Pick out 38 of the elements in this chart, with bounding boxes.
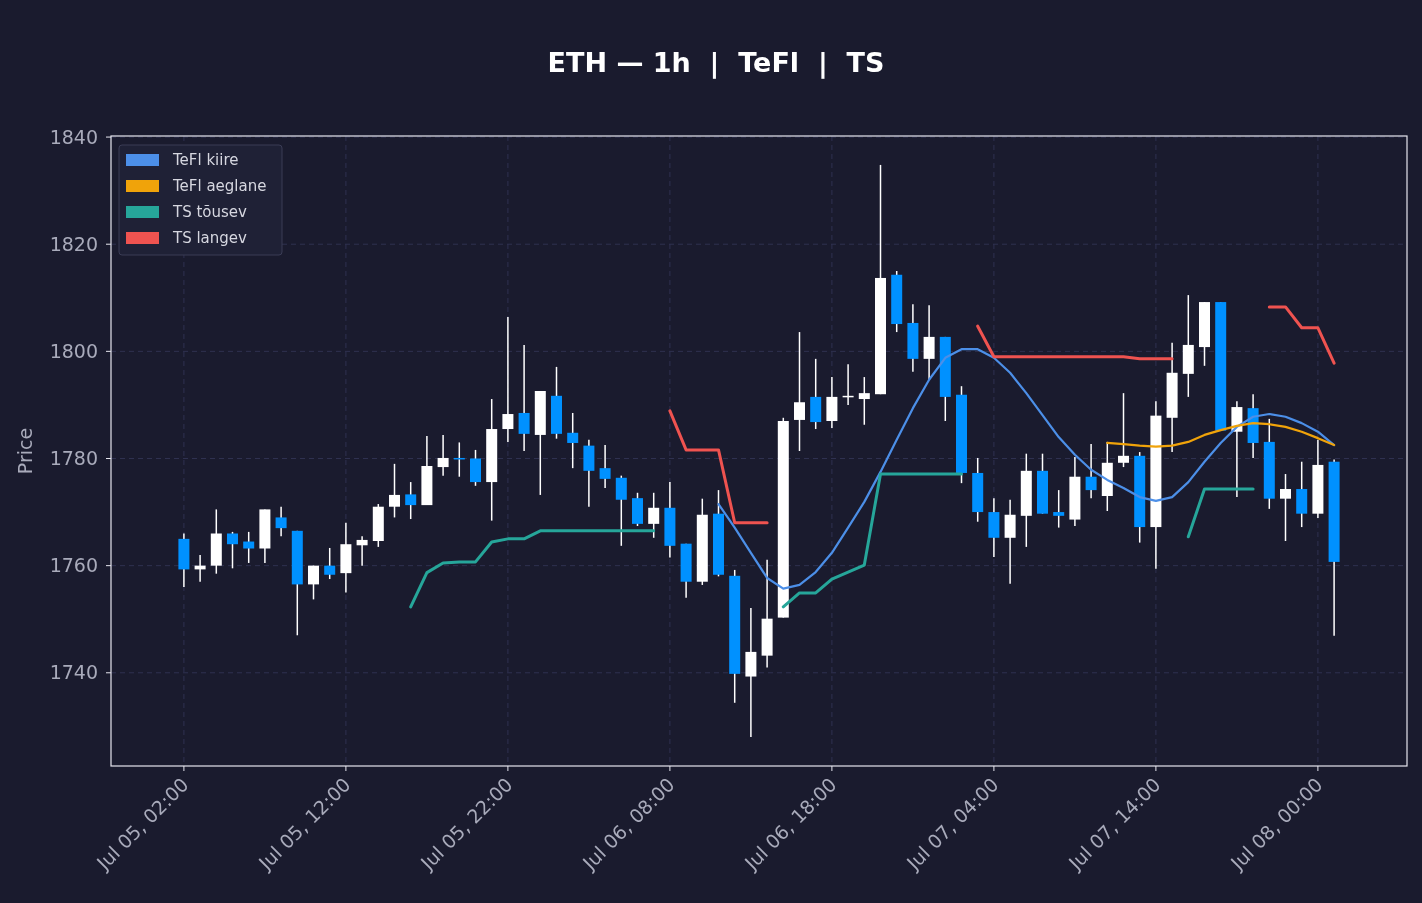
candlestick: [502, 316, 514, 443]
chart-title: ETH — 1h | TeFl | TS: [547, 47, 885, 79]
candlestick: [243, 531, 255, 564]
candlestick: [567, 412, 579, 469]
candlestick: [1280, 473, 1291, 542]
candlestick: [794, 331, 805, 452]
candlestick: [1085, 443, 1097, 499]
candlestick: [356, 535, 368, 567]
legend-label: TS tõusev: [172, 203, 248, 222]
candlestick: [437, 434, 449, 477]
candlestick: [405, 481, 417, 520]
candlestick: [227, 531, 238, 570]
y-tick-label: 1820: [49, 232, 98, 255]
candlestick: [648, 492, 660, 539]
y-tick-label: 1760: [49, 554, 98, 577]
candlestick: [470, 449, 481, 487]
candlestick: [615, 474, 627, 547]
y-tick-label: 1800: [49, 340, 98, 363]
candlestick: [275, 505, 287, 537]
legend-label: TeFl aeglane: [172, 177, 267, 196]
candlestick: [599, 444, 611, 489]
legend-label: TS langev: [172, 229, 248, 248]
y-tick-label: 1740: [49, 661, 98, 684]
candlestick: [1004, 499, 1016, 585]
candlestick: [518, 344, 530, 452]
line-series: [1106, 422, 1336, 448]
y-axis-title: Price: [14, 427, 36, 475]
candlestick: [858, 376, 870, 426]
candlestick: [1053, 489, 1065, 529]
candlestick: [324, 547, 336, 580]
legend-label: TeFl kiire: [172, 151, 239, 170]
candlestick: [923, 304, 935, 381]
candlestick: [308, 564, 319, 601]
candlestick: [389, 463, 400, 519]
y-tick-label: 1840: [49, 125, 98, 148]
y-tick-label: 1780: [49, 447, 98, 470]
line-series: [717, 348, 1336, 590]
candlestick: [1118, 392, 1129, 468]
